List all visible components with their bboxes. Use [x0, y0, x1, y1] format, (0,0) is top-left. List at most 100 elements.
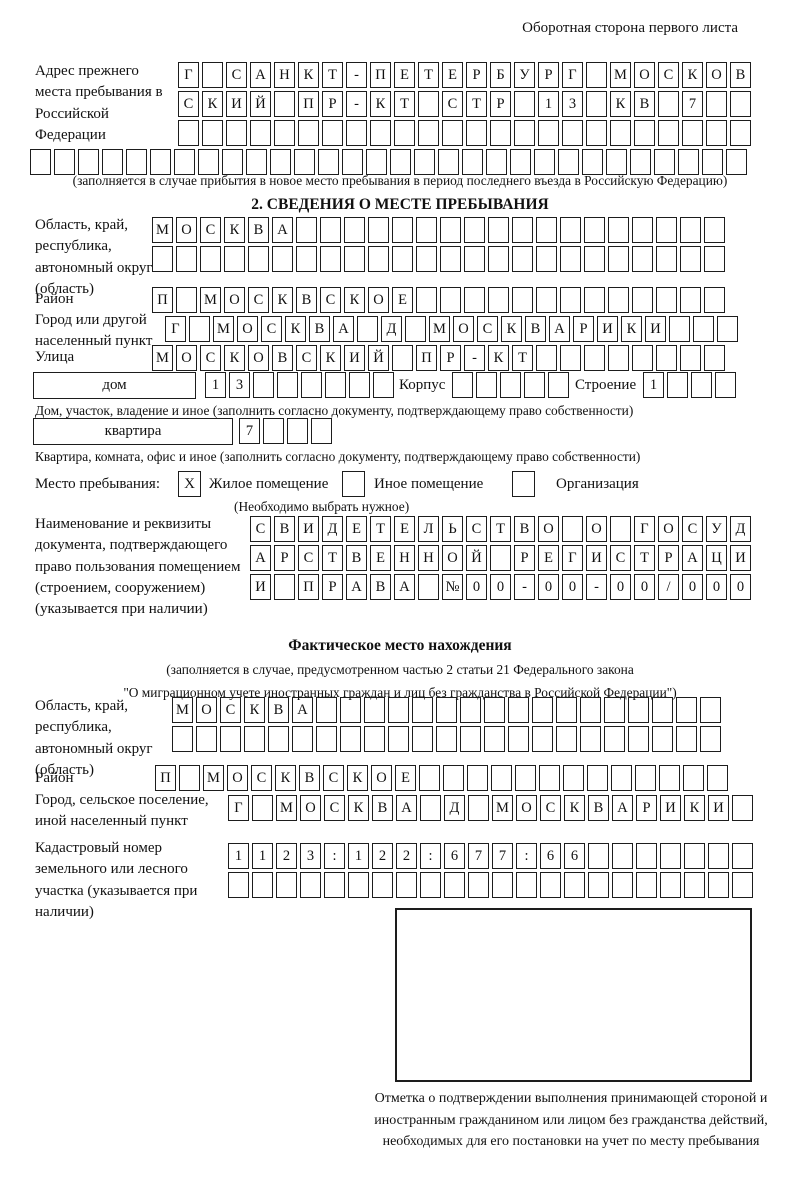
char-cell[interactable]: С — [178, 91, 199, 117]
char-cell[interactable] — [484, 697, 505, 723]
char-cell[interactable] — [340, 726, 361, 752]
char-cell[interactable] — [444, 872, 465, 898]
char-cell[interactable] — [228, 872, 249, 898]
char-cell[interactable]: О — [176, 217, 197, 243]
char-cell[interactable]: Д — [381, 316, 402, 342]
char-cell[interactable]: И — [344, 345, 365, 371]
char-cell[interactable] — [316, 726, 337, 752]
char-cell[interactable] — [296, 246, 317, 272]
char-cell[interactable] — [346, 120, 367, 146]
char-cell[interactable] — [667, 372, 688, 398]
char-cell[interactable] — [632, 217, 653, 243]
char-cell[interactable] — [419, 765, 440, 791]
oblast2-row-2[interactable] — [172, 726, 721, 752]
char-cell[interactable]: В — [730, 62, 751, 88]
char-cell[interactable]: Н — [274, 62, 295, 88]
char-cell[interactable] — [658, 120, 679, 146]
checkbox-organizatsiya[interactable] — [512, 471, 535, 497]
char-cell[interactable] — [416, 246, 437, 272]
char-cell[interactable] — [706, 120, 727, 146]
char-cell[interactable] — [730, 91, 751, 117]
char-cell[interactable] — [179, 765, 200, 791]
char-cell[interactable]: О — [658, 516, 679, 542]
char-cell[interactable] — [608, 246, 629, 272]
char-cell[interactable]: Р — [322, 574, 343, 600]
char-cell[interactable]: К — [224, 345, 245, 371]
char-cell[interactable]: О — [224, 287, 245, 313]
char-cell[interactable] — [610, 120, 631, 146]
char-cell[interactable] — [488, 217, 509, 243]
char-cell[interactable] — [512, 217, 533, 243]
char-cell[interactable]: Г — [562, 545, 583, 571]
char-cell[interactable] — [580, 697, 601, 723]
char-cell[interactable]: 0 — [706, 574, 727, 600]
char-cell[interactable] — [702, 149, 723, 175]
char-cell[interactable]: А — [333, 316, 354, 342]
char-cell[interactable]: Т — [634, 545, 655, 571]
char-cell[interactable]: Ь — [442, 516, 463, 542]
char-cell[interactable] — [54, 149, 75, 175]
char-cell[interactable] — [558, 149, 579, 175]
char-cell[interactable] — [320, 246, 341, 272]
char-cell[interactable]: Л — [418, 516, 439, 542]
char-cell[interactable]: О — [516, 795, 537, 821]
char-cell[interactable] — [436, 697, 457, 723]
char-cell[interactable] — [693, 316, 714, 342]
char-cell[interactable] — [524, 372, 545, 398]
char-cell[interactable]: Г — [178, 62, 199, 88]
char-cell[interactable]: Д — [322, 516, 343, 542]
char-cell[interactable] — [560, 246, 581, 272]
char-cell[interactable]: Т — [512, 345, 533, 371]
char-cell[interactable] — [272, 246, 293, 272]
char-cell[interactable] — [717, 316, 738, 342]
char-cell[interactable]: В — [272, 345, 293, 371]
char-cell[interactable]: О — [371, 765, 392, 791]
char-cell[interactable]: 0 — [562, 574, 583, 600]
char-cell[interactable] — [176, 287, 197, 313]
char-cell[interactable] — [368, 246, 389, 272]
char-cell[interactable] — [244, 726, 265, 752]
char-cell[interactable] — [368, 217, 389, 243]
char-cell[interactable]: С — [320, 287, 341, 313]
char-cell[interactable]: В — [372, 795, 393, 821]
checkbox-inoe[interactable] — [342, 471, 365, 497]
char-cell[interactable] — [372, 872, 393, 898]
char-cell[interactable]: А — [396, 795, 417, 821]
char-cell[interactable]: К — [501, 316, 522, 342]
char-cell[interactable]: О — [176, 345, 197, 371]
char-cell[interactable]: Й — [250, 91, 271, 117]
char-cell[interactable] — [726, 149, 747, 175]
char-cell[interactable] — [126, 149, 147, 175]
char-cell[interactable] — [584, 345, 605, 371]
char-cell[interactable]: Р — [514, 545, 535, 571]
char-cell[interactable] — [562, 516, 583, 542]
char-cell[interactable] — [610, 516, 631, 542]
char-cell[interactable]: - — [346, 62, 367, 88]
char-cell[interactable] — [442, 120, 463, 146]
char-cell[interactable] — [200, 246, 221, 272]
char-cell[interactable]: С — [540, 795, 561, 821]
char-cell[interactable] — [30, 149, 51, 175]
char-cell[interactable] — [654, 149, 675, 175]
char-cell[interactable] — [436, 726, 457, 752]
char-cell[interactable] — [252, 872, 273, 898]
char-cell[interactable]: Г — [562, 62, 583, 88]
char-cell[interactable] — [604, 726, 625, 752]
char-cell[interactable]: У — [514, 62, 535, 88]
char-cell[interactable]: 3 — [300, 843, 321, 869]
char-cell[interactable]: К — [285, 316, 306, 342]
char-cell[interactable]: В — [299, 765, 320, 791]
char-cell[interactable]: Р — [573, 316, 594, 342]
char-cell[interactable]: Ц — [706, 545, 727, 571]
char-cell[interactable]: И — [708, 795, 729, 821]
char-cell[interactable] — [274, 574, 295, 600]
char-cell[interactable] — [464, 246, 485, 272]
char-cell[interactable] — [468, 795, 489, 821]
char-cell[interactable]: 3 — [562, 91, 583, 117]
char-cell[interactable] — [706, 91, 727, 117]
char-cell[interactable]: / — [658, 574, 679, 600]
